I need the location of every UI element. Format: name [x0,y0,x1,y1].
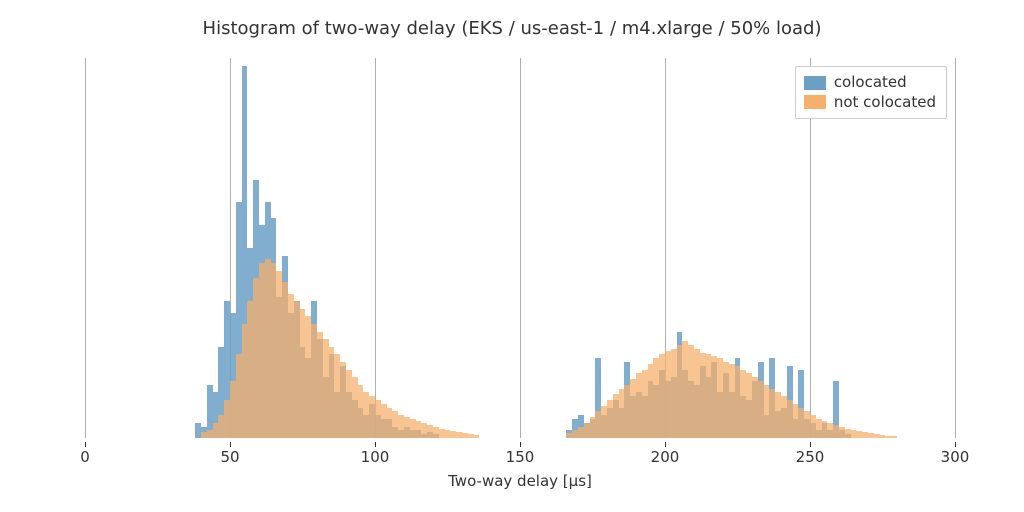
legend-label: not colocated [834,93,936,113]
x-tick [665,442,666,447]
legend-entry: colocated [804,73,936,93]
legend: colocatednot colocated [795,66,947,119]
legend-entry: not colocated [804,93,936,113]
x-axis-label: Two-way delay [μs] [85,472,955,490]
gridline [85,58,86,438]
gridline [375,58,376,438]
x-tick-label: 50 [220,448,239,466]
x-tick-label: 300 [941,448,970,466]
plot-area: colocatednot colocated [85,58,955,438]
x-tick [85,442,86,447]
x-tick [810,442,811,447]
legend-swatch [804,95,826,109]
x-tick [230,442,231,447]
x-tick-label: 200 [651,448,680,466]
figure: Histogram of two-way delay (EKS / us-eas… [0,0,1024,512]
gridline [520,58,521,438]
x-tick [375,442,376,447]
histogram-bar [891,436,897,438]
x-tick-label: 100 [361,448,390,466]
histogram-bar [474,435,480,438]
x-tick [520,442,521,447]
legend-label: colocated [834,73,907,93]
chart-title: Histogram of two-way delay (EKS / us-eas… [0,18,1024,39]
x-tick-label: 0 [80,448,90,466]
x-tick-label: 150 [506,448,535,466]
x-tick [955,442,956,447]
gridline [955,58,956,438]
x-tick-label: 250 [796,448,825,466]
legend-swatch [804,76,826,90]
